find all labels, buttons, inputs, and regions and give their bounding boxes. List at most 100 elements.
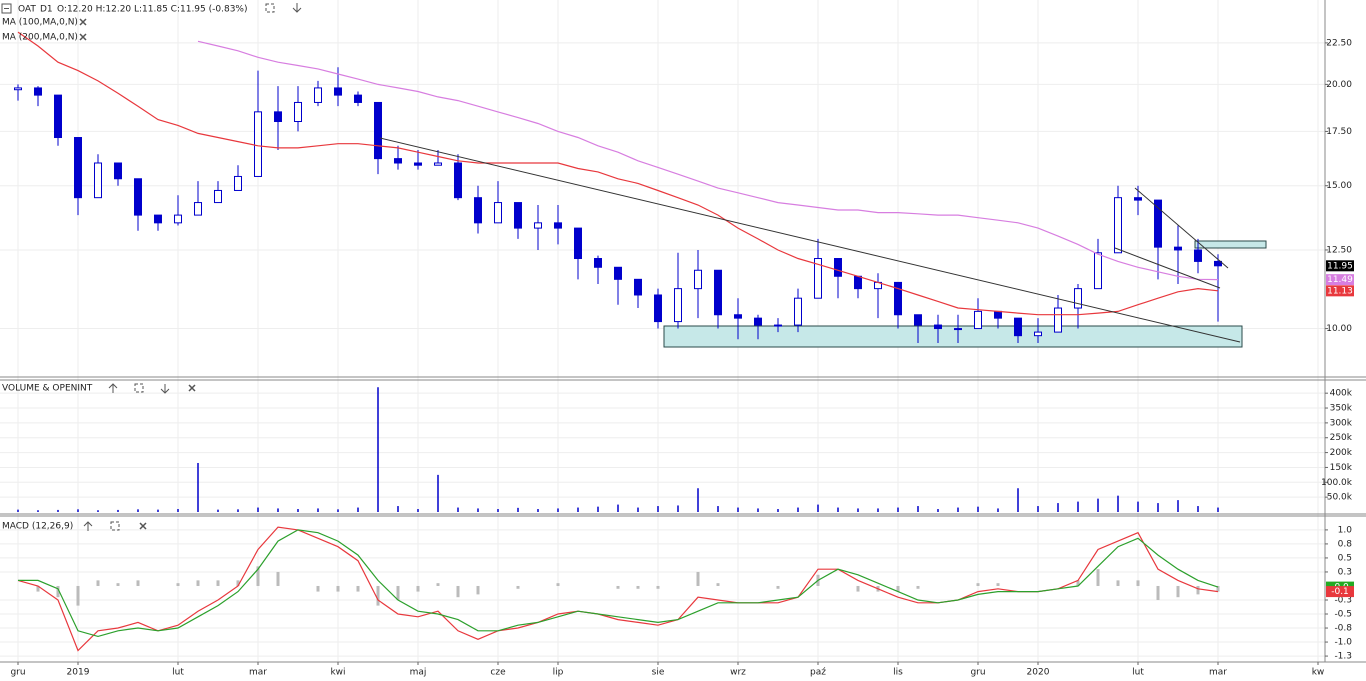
candle-body — [554, 222, 562, 229]
volume-bar — [117, 509, 119, 512]
histogram-bar — [316, 585, 320, 592]
candle-body — [394, 158, 402, 164]
candle-body — [1134, 197, 1142, 201]
x-tick-label: mar — [1209, 668, 1227, 678]
histogram-bar — [1176, 585, 1180, 598]
histogram-bar — [476, 585, 480, 595]
histogram-bar — [96, 580, 100, 586]
legend-entry: MA (100,MA,0,N) — [2, 18, 78, 28]
histogram-bar — [396, 585, 400, 600]
volume-bar — [817, 504, 819, 512]
y-tick-label: 50.0k — [1327, 493, 1353, 503]
collapse-button[interactable] — [1, 3, 12, 14]
current-value-label: 11.95 — [1327, 261, 1353, 271]
histogram-bar — [256, 566, 260, 586]
move-down-button[interactable] — [292, 3, 302, 13]
candle-body — [1054, 307, 1062, 333]
trend-line[interactable] — [379, 137, 1241, 343]
histogram-bar — [616, 585, 620, 589]
move-up-button[interactable] — [108, 383, 118, 393]
volume-bar — [177, 509, 179, 512]
timeframe: D1 — [40, 5, 53, 15]
candle-body — [434, 162, 442, 166]
histogram-bar — [216, 580, 220, 586]
volume-bar — [157, 509, 159, 512]
trend-line[interactable] — [1114, 247, 1221, 289]
trend-line[interactable] — [1134, 187, 1229, 269]
moving-average-line — [17, 31, 1219, 316]
volume-bar — [1217, 507, 1219, 512]
histogram-bar — [556, 583, 560, 586]
histogram-bar — [276, 571, 280, 586]
maximize-button[interactable] — [265, 3, 275, 13]
histogram-bar — [1196, 585, 1200, 595]
y-tick-label: 22.50 — [1326, 38, 1352, 48]
candle-body — [1114, 197, 1122, 254]
candle-body — [274, 111, 282, 123]
y-tick-label: -0.8 — [1334, 624, 1352, 634]
symbol: OAT — [18, 5, 36, 15]
histogram-bar — [416, 585, 420, 592]
grid-layer — [0, 0, 1325, 662]
x-tick-label: paź — [810, 668, 826, 678]
maximize-button[interactable] — [110, 521, 120, 531]
volume-bar — [917, 506, 919, 512]
candle-body — [534, 222, 542, 229]
volume-bar — [577, 507, 579, 512]
volume-bar — [137, 509, 139, 512]
remove-button[interactable] — [79, 33, 87, 41]
candle-body — [994, 310, 1002, 319]
histogram-bar — [116, 583, 120, 586]
volume-bar — [1057, 503, 1059, 512]
volume-bar — [1197, 506, 1199, 512]
histogram-bar — [56, 585, 60, 598]
y-tick-label: -1.3 — [1334, 652, 1352, 662]
support-zone[interactable] — [663, 325, 1243, 348]
histogram-bar — [136, 580, 140, 586]
volume-bar — [497, 509, 499, 512]
volume-bar — [357, 507, 359, 512]
candle-body — [294, 101, 302, 123]
histogram-bar — [916, 585, 920, 589]
candle-body — [214, 189, 222, 204]
volume-bar — [1117, 495, 1119, 512]
volume-bar — [697, 488, 699, 512]
histogram-bar — [436, 583, 440, 586]
quote: O:12.20 H:12.20 L:11.85 C:11.95 (-0.83%) — [57, 5, 248, 15]
candle-body — [54, 94, 62, 139]
candle-body — [74, 137, 82, 199]
remove-button[interactable] — [79, 18, 87, 26]
maximize-button[interactable] — [134, 383, 144, 393]
candle-body — [594, 258, 602, 268]
volume-bar — [437, 474, 439, 512]
volume-bar — [597, 506, 599, 512]
volume-bar — [217, 509, 219, 512]
volume-bar — [1077, 501, 1079, 512]
candle-body — [694, 269, 702, 290]
volume-bar — [957, 507, 959, 512]
volume-bar — [937, 509, 939, 512]
histogram-bar — [376, 585, 380, 606]
histogram-bar — [516, 585, 520, 589]
resistance-zone[interactable] — [1194, 240, 1267, 249]
move-down-button[interactable] — [160, 384, 170, 394]
candle-body — [354, 94, 362, 103]
volume-bar — [457, 507, 459, 512]
volume-bar — [897, 507, 899, 512]
remove-button[interactable] — [188, 384, 196, 392]
volume-bar — [557, 508, 559, 512]
candle-body — [254, 111, 262, 177]
histogram-bar — [896, 585, 900, 592]
histogram-bar — [1116, 580, 1120, 586]
remove-button[interactable] — [139, 522, 147, 530]
volume-bar — [977, 506, 979, 512]
y-tick-label: 150k — [1330, 463, 1353, 473]
volume-bar — [17, 509, 19, 512]
histogram-bar — [36, 585, 40, 592]
volume-bar — [837, 507, 839, 512]
y-tick-label: 1.0 — [1338, 525, 1353, 535]
volume-bar — [1157, 503, 1159, 512]
move-up-button[interactable] — [83, 521, 93, 531]
candle-body — [34, 87, 42, 96]
volume-bar — [737, 507, 739, 512]
